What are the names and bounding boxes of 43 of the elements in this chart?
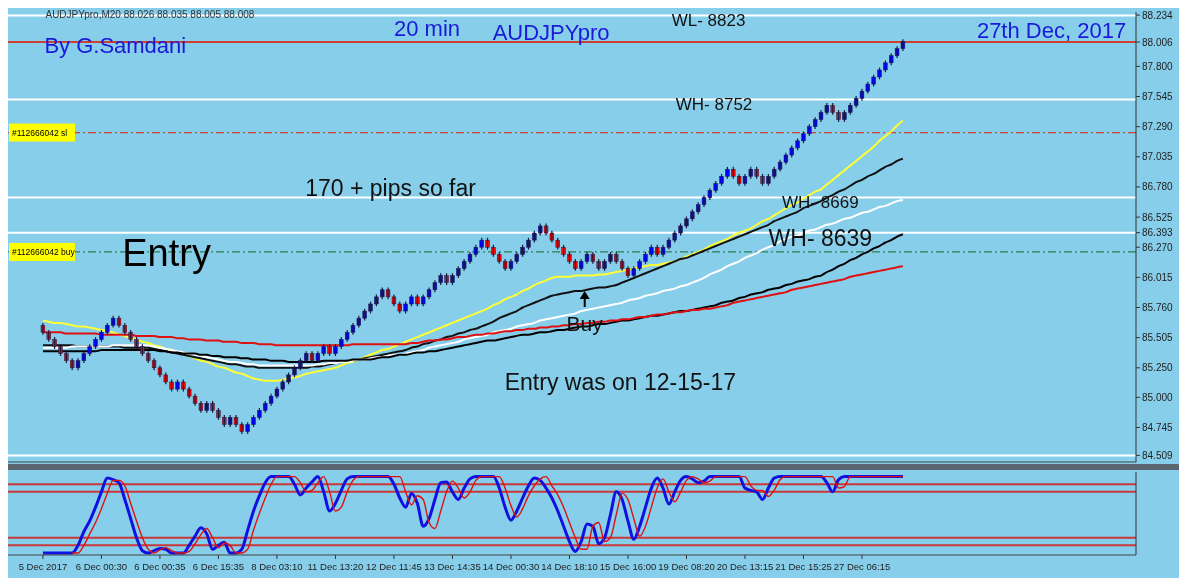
y-tick-label: 87.800 [1142,60,1174,72]
x-tick-label: 13 Dec 14:35 [424,561,481,572]
annotation: WH- 8752 [675,94,753,114]
y-tick-label: 84.509 [1142,449,1174,461]
y-tick-label: 86.525 [1142,211,1174,223]
x-tick-label: 19 Dec 08:20 [658,561,715,572]
y-tick-label: 86.780 [1142,181,1174,193]
ref-line-label: #112666042 buy [12,246,76,257]
y-tick-label: 87.035 [1142,151,1174,163]
annotation: Entry was on 12-15-17 [504,368,737,395]
x-tick-label: 11 Dec 13:20 [307,561,364,572]
y-tick-label: 88.006 [1142,36,1174,48]
y-tick-label: 88.234 [1142,9,1174,21]
y-tick-label: 85.250 [1142,362,1174,374]
y-tick-label: 84.745 [1142,421,1174,433]
x-tick-label: 21 Dec 15:25 [775,561,832,572]
y-tick-label: 86.015 [1142,271,1174,283]
text: 27th Dec, 2017 [976,18,1127,44]
x-tick-label: 6 Dec 00:30 [75,561,128,572]
y-tick-label: 85.505 [1142,332,1174,344]
annotation: AUDJPYpro [492,19,610,45]
annotation: Entry [122,232,211,275]
y-tick-label: 87.545 [1142,91,1174,103]
annotation: 170 + pips so far [305,174,477,201]
x-tick-label: 14 Dec 18:10 [541,561,598,572]
y-tick-label: 86.393 [1142,227,1174,239]
y-tick-label: 85.000 [1142,391,1174,403]
y-tick-label: 85.760 [1142,302,1174,314]
x-tick-label: 20 Dec 13:15 [716,561,774,572]
x-tick-label: 6 Dec 00:35 [134,561,186,572]
x-tick-label: 15 Dec 16:00 [599,561,657,572]
annotation: AUDJPYpro,M20 88.026 88.035 88.005 88.008 [45,8,255,20]
x-tick-label: 12 Dec 11:45 [366,561,422,572]
x-tick-label: 27 Dec 06:15 [833,561,891,572]
ref-line-label: #112666042 sl [12,127,68,138]
annotation: WL- 8823 [671,11,746,31]
x-tick-label: 8 Dec 03:10 [251,561,303,572]
y-tick-label: 87.290 [1142,121,1174,133]
x-tick-label: 6 Dec 15:35 [192,561,245,572]
x-tick-label: 14 Dec 00:30 [482,561,540,572]
x-tick-label: 5 Dec 2017 [18,561,68,572]
annotation: 20 min [394,16,461,42]
y-tick-label: 86.270 [1142,241,1174,253]
